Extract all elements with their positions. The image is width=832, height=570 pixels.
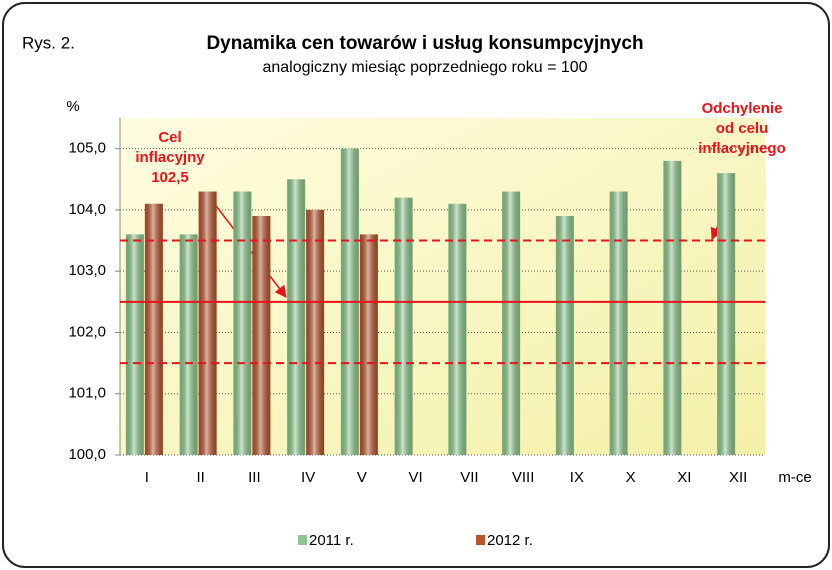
bar-shine xyxy=(144,203,163,455)
annotation: Cel xyxy=(158,129,181,146)
chart-subtitle: analogiczny miesiąc poprzedniego roku = … xyxy=(262,59,587,76)
bar-shine xyxy=(394,197,413,455)
bar-shine xyxy=(359,234,378,455)
legend-swatch xyxy=(476,535,485,545)
bar-shine xyxy=(663,160,682,455)
legend-swatch xyxy=(298,535,307,545)
x-tick-label: VI xyxy=(409,469,423,486)
bar-shine xyxy=(609,191,628,455)
x-tick-label: VIII xyxy=(512,469,535,486)
x-tick-label: XI xyxy=(677,469,691,486)
bar-shine xyxy=(448,203,467,455)
bar-shine xyxy=(252,216,271,455)
legend-label: 2011 r. xyxy=(309,532,354,549)
annotation: od celu xyxy=(716,120,769,137)
plot-area xyxy=(120,118,765,455)
bar-shine xyxy=(306,209,325,455)
bar-shine xyxy=(502,191,521,455)
y-tick-label: 100,0 xyxy=(68,446,106,463)
y-tick-label: 103,0 xyxy=(68,262,106,279)
y-tick-label: 104,0 xyxy=(68,201,106,218)
y-tick-label: 101,0 xyxy=(68,385,106,402)
bar-shine xyxy=(179,234,198,455)
y-tick-label: 102,0 xyxy=(68,323,106,340)
figure-label: Rys. 2. xyxy=(22,33,75,52)
x-tick-label: III xyxy=(248,469,261,486)
x-axis-label: m-ce xyxy=(778,469,811,486)
bar-shine xyxy=(287,179,306,456)
x-tick-label: I xyxy=(145,469,149,486)
x-tick-label: IX xyxy=(570,469,584,486)
bar-shine xyxy=(198,191,217,455)
chart-title: Dynamika cen towarów i usług konsumpcyjn… xyxy=(206,33,643,54)
bar-shine xyxy=(125,234,144,455)
x-tick-label: VII xyxy=(460,469,478,486)
x-tick-label: XII xyxy=(729,469,747,486)
bar-shine xyxy=(233,191,252,455)
annotation: Odchylenie xyxy=(702,100,783,117)
x-tick-label: X xyxy=(626,469,636,486)
annotation: 102,5 xyxy=(151,169,189,186)
bar-shine xyxy=(555,216,574,455)
y-axis-label: % xyxy=(66,98,79,115)
bar-shine xyxy=(717,173,736,456)
y-tick-label: 105,0 xyxy=(68,140,106,157)
x-tick-label: IV xyxy=(301,469,315,486)
x-tick-label: II xyxy=(196,469,204,486)
annotation: inflacyjnego xyxy=(698,140,786,157)
x-tick-label: V xyxy=(357,469,367,486)
legend-label: 2012 r. xyxy=(487,532,533,549)
annotation: inflacyjny xyxy=(135,149,205,166)
